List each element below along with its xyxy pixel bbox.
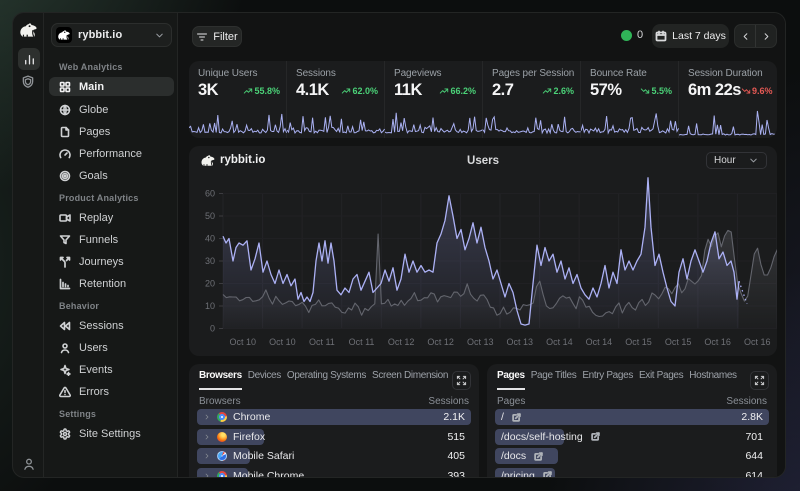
svg-text:Oct 16: Oct 16 [704, 337, 731, 347]
svg-text:0: 0 [210, 324, 215, 334]
svg-text:Oct 12: Oct 12 [427, 337, 454, 347]
svg-text:Oct 11: Oct 11 [349, 337, 375, 347]
svg-text:Oct 15: Oct 15 [665, 337, 692, 347]
svg-text:10: 10 [205, 301, 215, 311]
svg-text:Oct 10: Oct 10 [269, 337, 296, 347]
svg-text:Oct 12: Oct 12 [388, 337, 415, 347]
svg-text:Oct 16: Oct 16 [744, 337, 771, 347]
svg-text:Oct 14: Oct 14 [546, 337, 573, 347]
svg-text:30: 30 [205, 256, 215, 266]
svg-text:Oct 14: Oct 14 [586, 337, 613, 347]
svg-text:40: 40 [205, 234, 215, 244]
svg-text:Oct 13: Oct 13 [467, 337, 494, 347]
svg-text:20: 20 [205, 279, 215, 289]
svg-text:Oct 11: Oct 11 [309, 337, 335, 347]
svg-text:Oct 15: Oct 15 [625, 337, 652, 347]
svg-text:60: 60 [205, 189, 215, 199]
svg-text:50: 50 [205, 211, 215, 221]
svg-text:Oct 10: Oct 10 [230, 337, 257, 347]
svg-text:Oct 13: Oct 13 [507, 337, 534, 347]
